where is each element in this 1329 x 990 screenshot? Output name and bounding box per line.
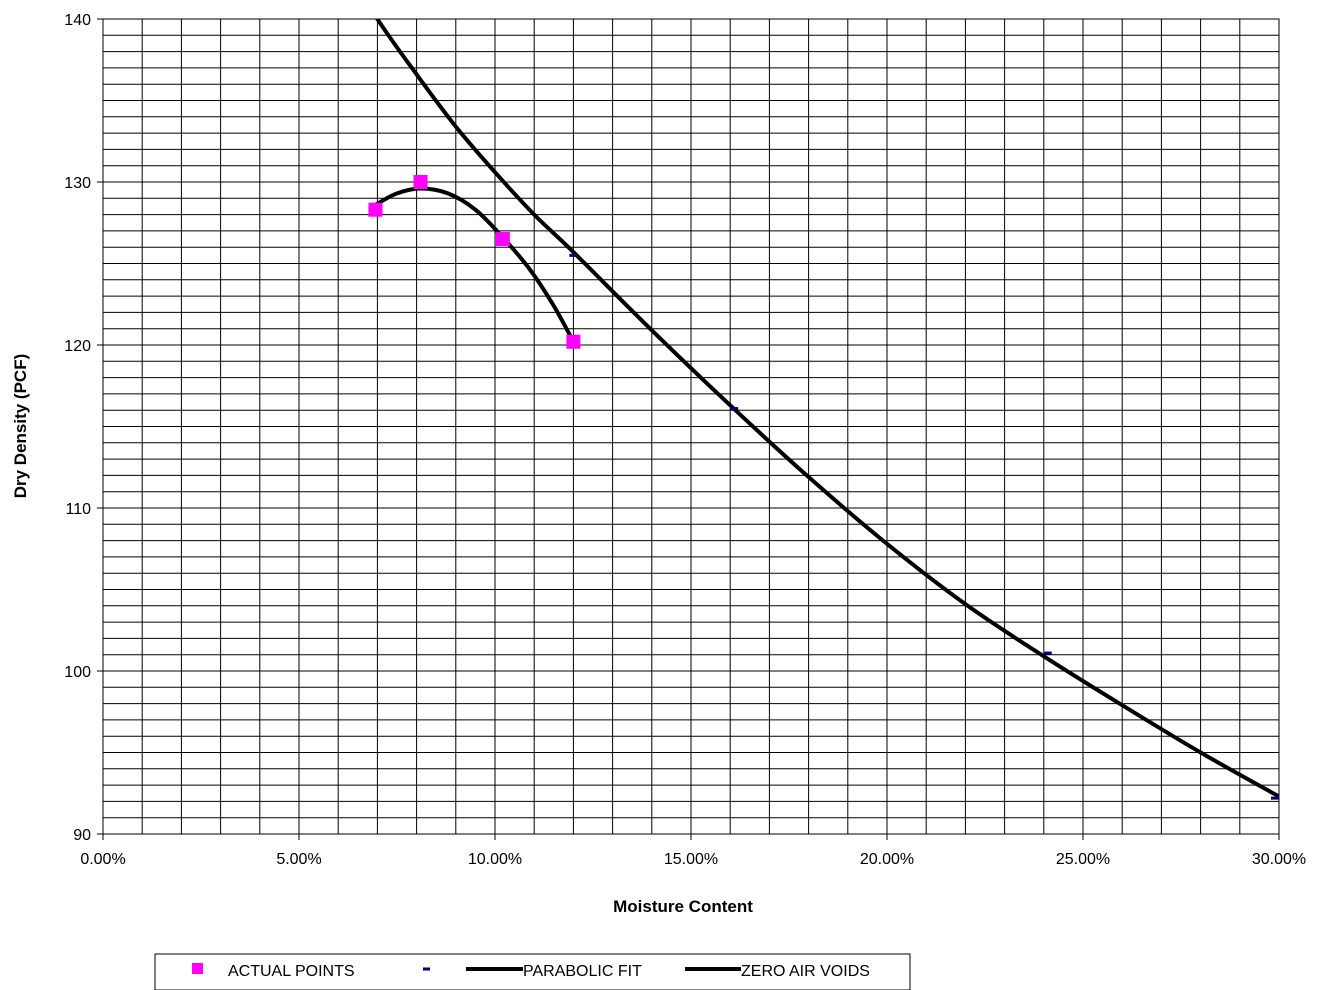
actual-point — [368, 202, 383, 217]
x-tick-label: 20.00% — [860, 851, 914, 868]
x-tick-label: 10.00% — [468, 851, 522, 868]
x-tick-label: 15.00% — [664, 851, 718, 868]
axes — [97, 18, 1280, 840]
grid — [103, 19, 1279, 834]
y-tick-label: 90 — [73, 827, 91, 844]
legend: ACTUAL POINTS PARABOLIC FIT ZERO AIR VOI… — [154, 953, 911, 990]
actual-point — [413, 175, 428, 189]
legend-label-zero-air-voids: ZERO AIR VOIDS — [741, 963, 870, 980]
x-tick-label: 30.00% — [1252, 851, 1306, 868]
actual-point — [495, 232, 510, 247]
x-tick-label: 25.00% — [1056, 851, 1110, 868]
y-tick-label: 130 — [64, 175, 91, 192]
legend-marker-actual-points — [192, 963, 203, 974]
y-tick-label: 120 — [64, 338, 91, 355]
x-tick-label: 0.00% — [80, 851, 125, 868]
x-tick-label: 5.00% — [276, 851, 321, 868]
y-axis-title: Dry Density (PCF) — [11, 354, 30, 499]
x-axis-title: Moisture Content — [613, 897, 753, 916]
legend-label-parabolic-fit: PARABOLIC FIT — [523, 963, 642, 980]
zero-air-voids-line — [375, 19, 1279, 799]
y-tick-labels: 90 100 110 120 130 140 — [64, 12, 91, 844]
y-tick-label: 100 — [64, 664, 91, 681]
y-tick-label: 110 — [65, 501, 91, 518]
legend-box — [154, 953, 911, 990]
parabolic-fit-line — [374, 186, 576, 343]
actual-point — [566, 334, 581, 349]
x-tick-labels: 0.00% 5.00% 10.00% 15.00% 20.00% 25.00% 30.00% — [80, 851, 1306, 868]
y-tick-label: 140 — [64, 12, 91, 29]
legend-label-actual-points: ACTUAL POINTS — [228, 963, 355, 980]
series — [368, 19, 1279, 800]
